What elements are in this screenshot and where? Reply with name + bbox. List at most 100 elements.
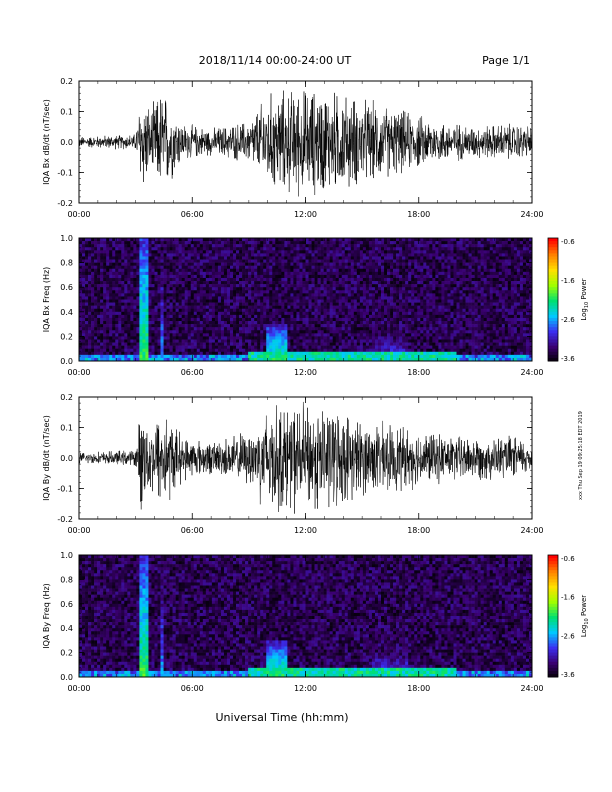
heat-cell (387, 330, 391, 334)
heat-cell (190, 348, 195, 353)
heat-cell (396, 238, 400, 242)
heat-cell (290, 302, 294, 306)
heat-cell (106, 284, 110, 288)
heat-cell (341, 284, 346, 288)
heat-cell (329, 287, 333, 291)
heat-cell (296, 324, 300, 328)
heat-cell (175, 284, 179, 288)
heat-cell (290, 305, 294, 310)
heat-cell (226, 265, 231, 270)
heat-cell (109, 284, 113, 288)
heat-cell (359, 317, 364, 322)
heat-cell (350, 284, 355, 288)
heat-cell (429, 268, 433, 273)
heat-cell (94, 250, 98, 254)
heat-cell (106, 336, 110, 340)
heat-cell (396, 357, 400, 362)
heat-cell (79, 277, 83, 282)
heat-cell (148, 354, 152, 359)
heat-cell (88, 330, 92, 334)
heat-cell (347, 284, 352, 288)
heat-cell (190, 247, 195, 251)
heat-cell (199, 262, 204, 266)
heat-cell (172, 253, 176, 257)
heat-cell (350, 250, 355, 254)
heat-cell (275, 357, 279, 362)
heat-cell (148, 268, 152, 273)
heat-cell (302, 277, 306, 282)
heat-cell (435, 277, 439, 282)
heat-cell (269, 296, 273, 300)
heat-cell (293, 284, 297, 288)
heat-cell (365, 281, 370, 285)
heat-cell (172, 330, 176, 334)
heat-cell (226, 314, 231, 319)
heat-cell (202, 351, 207, 356)
heat-cell (202, 345, 207, 350)
heat-cell (347, 330, 352, 334)
heat-cell (251, 305, 255, 310)
heat-cell (242, 336, 246, 340)
heat-cell (399, 241, 403, 245)
heat-cell (233, 241, 237, 245)
heat-cell (85, 253, 89, 257)
heat-cell (423, 311, 427, 316)
heat-cell (411, 238, 415, 242)
heat-cell (91, 247, 95, 251)
heat-cell (350, 302, 355, 306)
heat-cell (308, 277, 312, 282)
heat-cell (329, 327, 333, 331)
heat-cell (106, 281, 110, 285)
heat-cell (320, 256, 324, 260)
heat-cell (293, 268, 297, 273)
heat-cell (118, 241, 122, 245)
heat-cell (290, 241, 294, 245)
heat-cell (217, 327, 222, 331)
heat-cell (148, 277, 152, 282)
heat-cell (432, 357, 436, 362)
heat-cell (251, 253, 255, 257)
heat-cell (269, 247, 273, 251)
heat-cell (396, 339, 400, 343)
heat-cell (242, 296, 246, 300)
header-date-range: 2018/11/14 00:00-24:00 UT (199, 54, 352, 67)
heat-cell (435, 354, 439, 359)
heat-cell (374, 281, 379, 285)
heat-cell (332, 324, 336, 328)
heat-cell (226, 244, 231, 248)
heat-cell (435, 302, 439, 306)
heat-cell (242, 281, 246, 285)
heat-cell (166, 259, 170, 263)
heat-cell (423, 244, 427, 248)
heat-cell (133, 311, 137, 316)
heat-cell (390, 342, 394, 346)
heat-cell (226, 351, 231, 356)
heat-cell (199, 357, 204, 362)
heat-cell (311, 348, 315, 353)
heat-cell (118, 277, 122, 282)
heat-cell (91, 287, 95, 291)
heat-cell (371, 339, 376, 343)
heat-cell (402, 241, 406, 245)
heat-cell (88, 299, 92, 303)
heat-cell (230, 336, 234, 340)
heat-cell (426, 308, 430, 313)
heat-cell (82, 339, 86, 343)
heat-cell (408, 265, 412, 270)
heat-cell (371, 296, 376, 300)
heat-cell (350, 262, 355, 266)
heat-cell (133, 321, 137, 325)
heat-cell (257, 333, 261, 337)
heat-cell (269, 281, 273, 285)
heat-cell (245, 357, 249, 362)
heat-cell (269, 259, 273, 263)
heat-cell (399, 253, 403, 257)
heat-cell (417, 317, 421, 322)
heat-cell (296, 330, 300, 334)
heat-cell (175, 333, 179, 337)
heat-cell (157, 339, 161, 343)
heat-cell (166, 327, 170, 331)
heat-cell (193, 308, 198, 313)
heat-cell (365, 271, 370, 276)
heat-cell (187, 274, 192, 279)
